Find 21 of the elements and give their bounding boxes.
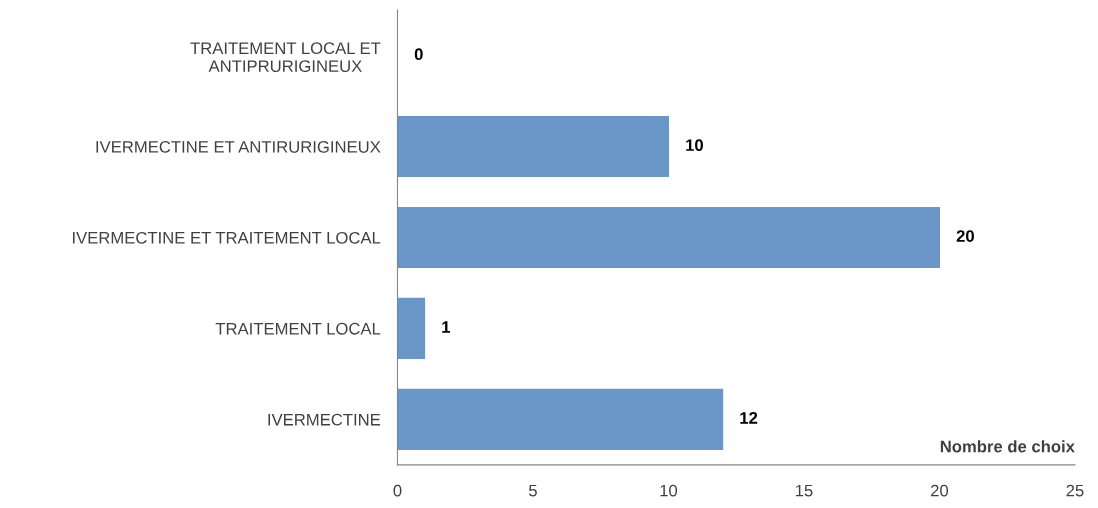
y-tick-label: TRAITEMENT LOCAL [215, 322, 381, 335]
bar [397, 115, 670, 178]
x-tick-label: 20 [931, 484, 949, 497]
data-label: 1 [442, 321, 451, 333]
data-label: 0 [414, 48, 423, 61]
x-axis-title: Nombre de choix [940, 440, 1075, 453]
y-tick-label: TRAITEMENT LOCAL ET ANTIPRURIGINEUX [190, 42, 381, 73]
x-tick-label: 5 [529, 484, 537, 497]
y-tick-label: IVERMECTINE ET TRAITEMENT LOCAL [73, 231, 381, 244]
y-tick-label: IVERMECTINE [268, 413, 381, 426]
y-tick-label: IVERMECTINE ET ANTIRURIGINEUX [96, 140, 381, 153]
data-label: 10 [686, 139, 703, 152]
x-tick-label: 10 [660, 484, 678, 497]
x-tick-label: 25 [1066, 484, 1084, 497]
data-label: 12 [740, 412, 758, 424]
x-tick-label: 15 [795, 484, 813, 497]
bar [397, 206, 941, 269]
data-label: 20 [956, 230, 974, 242]
bar [397, 388, 724, 450]
x-tick-label: 0 [393, 484, 402, 497]
bar [397, 297, 426, 359]
